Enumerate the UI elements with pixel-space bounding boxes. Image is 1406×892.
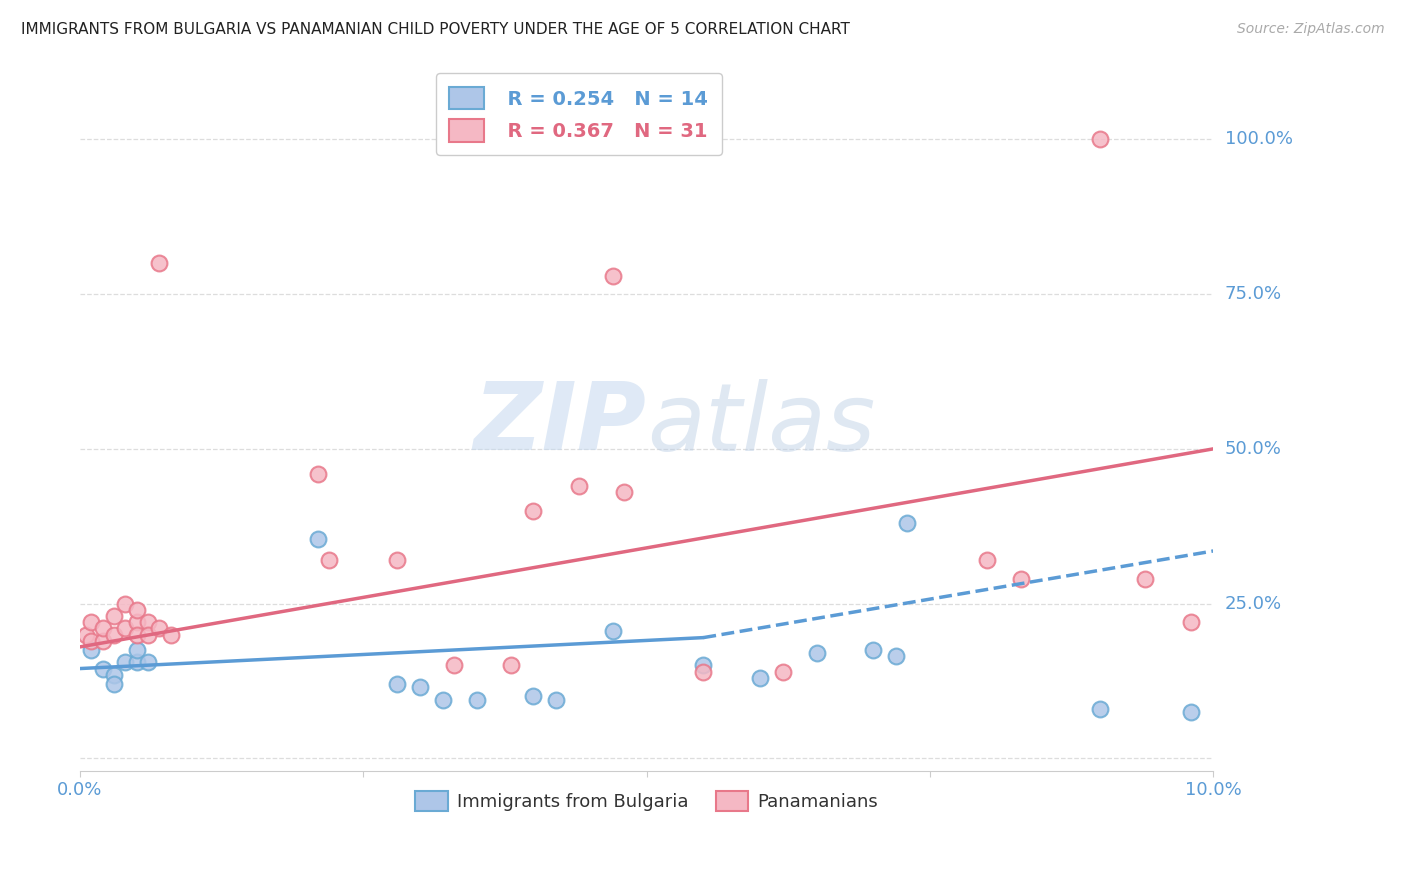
Point: [103, 627, 125, 641]
Point: [148, 256, 170, 270]
Point: [387, 553, 409, 567]
Point: [125, 656, 148, 670]
Point: [692, 665, 714, 679]
Point: [125, 615, 148, 629]
Point: [114, 597, 136, 611]
Point: [136, 615, 159, 629]
Point: [1088, 702, 1111, 716]
Point: [75, 627, 97, 641]
Text: 50.0%: 50.0%: [1225, 440, 1281, 458]
Point: [409, 680, 432, 694]
Point: [749, 671, 772, 685]
Text: IMMIGRANTS FROM BULGARIA VS PANAMANIAN CHILD POVERTY UNDER THE AGE OF 5 CORRELAT: IMMIGRANTS FROM BULGARIA VS PANAMANIAN C…: [21, 22, 851, 37]
Point: [91, 621, 114, 635]
Point: [125, 643, 148, 657]
Point: [318, 553, 340, 567]
Point: [443, 658, 465, 673]
Point: [1088, 132, 1111, 146]
Point: [125, 603, 148, 617]
Text: 75.0%: 75.0%: [1225, 285, 1282, 303]
Point: [80, 643, 103, 657]
Point: [91, 662, 114, 676]
Point: [136, 627, 159, 641]
Point: [692, 658, 714, 673]
Point: [884, 649, 907, 664]
Point: [159, 627, 181, 641]
Point: [613, 485, 636, 500]
Point: [568, 479, 591, 493]
Text: Source: ZipAtlas.com: Source: ZipAtlas.com: [1237, 22, 1385, 37]
Point: [862, 643, 884, 657]
Point: [1180, 615, 1202, 629]
Point: [103, 609, 125, 624]
Point: [307, 467, 329, 481]
Point: [307, 532, 329, 546]
Point: [522, 504, 544, 518]
Point: [103, 667, 125, 681]
Point: [772, 665, 794, 679]
Point: [602, 268, 624, 283]
Point: [114, 621, 136, 635]
Text: 100.0%: 100.0%: [1225, 130, 1292, 148]
Point: [1010, 572, 1032, 586]
Point: [499, 658, 522, 673]
Point: [136, 656, 159, 670]
Point: [465, 692, 488, 706]
Point: [91, 633, 114, 648]
Point: [387, 677, 409, 691]
Text: ZIP: ZIP: [474, 378, 647, 470]
Point: [103, 677, 125, 691]
Point: [80, 615, 103, 629]
Point: [976, 553, 998, 567]
Point: [896, 516, 918, 530]
Point: [125, 627, 148, 641]
Point: [1135, 572, 1157, 586]
Text: 25.0%: 25.0%: [1225, 595, 1282, 613]
Point: [1180, 705, 1202, 719]
Point: [114, 656, 136, 670]
Text: atlas: atlas: [647, 378, 875, 469]
Point: [432, 692, 454, 706]
Point: [806, 646, 828, 660]
Legend: Immigrants from Bulgaria, Panamanians: Immigrants from Bulgaria, Panamanians: [404, 778, 890, 824]
Point: [602, 624, 624, 639]
Point: [80, 633, 103, 648]
Point: [148, 621, 170, 635]
Point: [522, 690, 544, 704]
Point: [544, 692, 567, 706]
